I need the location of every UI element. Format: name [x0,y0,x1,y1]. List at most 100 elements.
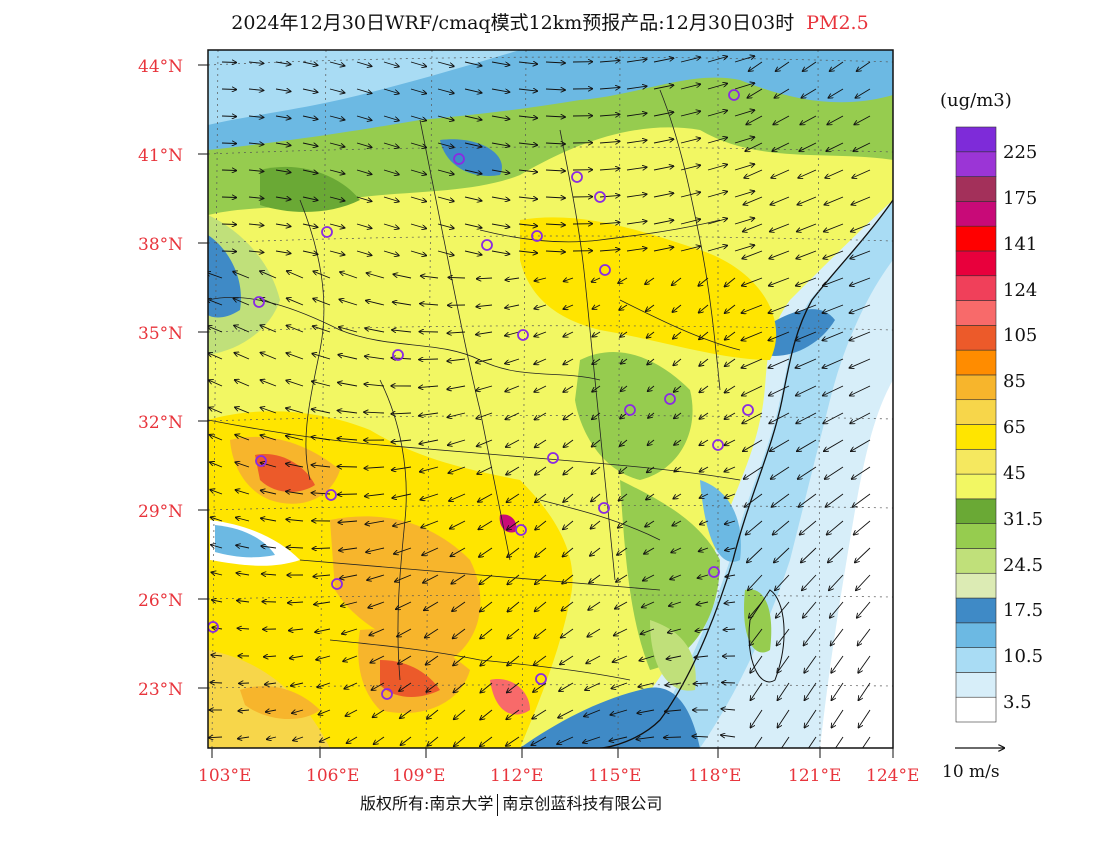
wind-arrow [236,490,250,495]
wind-arrow [694,656,709,658]
wind-arrow [302,169,318,173]
wind-arrow [518,170,537,172]
wind-arrow [770,439,790,451]
wind-arrow [453,682,466,692]
wind-arrow [447,332,466,333]
wind-arrow [235,407,250,414]
wind-arrow [721,709,736,710]
wind-arrow [477,439,493,446]
wind-arrow [562,574,574,584]
wind-arrow [518,62,537,64]
wind-arrow [314,602,331,605]
wind-arrow [626,167,647,170]
circle-station-icon [392,349,404,361]
wind-arrow [464,223,482,228]
wind-arrow [796,412,817,423]
wind-arrow [775,88,790,98]
lat-label-41: 41°N [138,146,183,166]
wind-arrow [823,412,844,423]
wind-arrow [535,547,547,557]
wind-arrow [653,220,673,225]
wind-arrow [506,736,520,746]
wind-arrow [707,246,727,252]
wind-arrow [320,736,331,742]
wind-arrow [447,412,466,417]
wind-arrow [287,298,304,306]
wind-arrow [238,710,250,711]
wind-arrow [437,223,454,228]
wind-arrow [396,601,412,609]
wind-arrow [437,196,454,201]
wind-arrow [850,358,871,368]
wind-arrow [275,251,291,253]
wind-arrow [653,112,673,117]
wind-arrow [698,277,709,286]
wind-arrow [849,331,871,340]
wind-arrow [451,574,466,584]
wind-arrow [823,304,844,313]
wind-arrow [248,143,263,144]
wind-arrow [211,655,223,656]
wind-arrow [831,655,844,673]
wind-arrow [317,682,331,687]
wind-arrow [464,142,482,147]
wind-arrow [339,327,358,333]
wind-arrow [614,628,628,636]
wind-arrow [275,89,291,91]
wind-arrow [645,520,655,527]
wind-arrow [827,115,844,125]
wind-arrow [291,683,304,686]
wind-arrow [748,88,763,98]
wind-arrow [725,521,736,524]
wind-arrow [491,61,509,65]
wind-arrow [672,304,682,312]
wind-arrow [680,138,700,144]
wind-arrow [830,61,844,71]
wind-arrow [399,682,412,691]
wind-arrow [420,304,439,305]
legend-color-bin [955,201,997,227]
wind-arrow [534,385,547,392]
wind-arrow [426,682,439,692]
wind-arrow [591,466,601,474]
wind-arrow [477,466,493,474]
wind-arrow [590,547,601,556]
wind-arrow [410,196,426,202]
wind-arrow [286,519,304,521]
wind-arrow [347,736,358,743]
wind-arrow [261,380,277,387]
wind-arrow [831,628,844,645]
wind-arrow [235,462,250,468]
lon-label-106: 106°E [306,766,359,786]
wind-arrow [599,87,620,89]
circle-station-icon [664,393,676,405]
lon-label-121: 121°E [788,766,841,786]
wind-arrow [261,435,277,441]
wind-arrow [210,682,223,683]
wind-arrow [599,60,620,62]
wind-arrow [535,574,547,584]
wind-arrow [599,222,620,224]
wind-arrow [856,88,871,98]
wind-arrow [453,655,466,665]
wind-arrow [518,251,537,253]
wind-arrow [672,277,682,285]
wind-arrow [356,61,372,66]
wind-arrow [771,169,790,178]
wind-arrow [673,493,682,499]
circle-station-icon [253,296,265,308]
wind-arrow [393,302,412,306]
wind-arrow [532,709,547,719]
circle-station-icon [517,329,529,341]
wind-arrow [591,493,601,501]
wind-arrow [400,709,412,718]
wind-arrow [373,709,385,717]
wind-arrow [699,548,709,551]
wind-arrow [454,709,466,719]
wind-arrow [208,272,223,279]
wind-arrow [312,381,331,387]
wind-arrow [626,140,647,143]
wind-arrow [804,628,817,645]
wind-arrow [478,520,493,529]
wind-arrow [680,57,700,63]
